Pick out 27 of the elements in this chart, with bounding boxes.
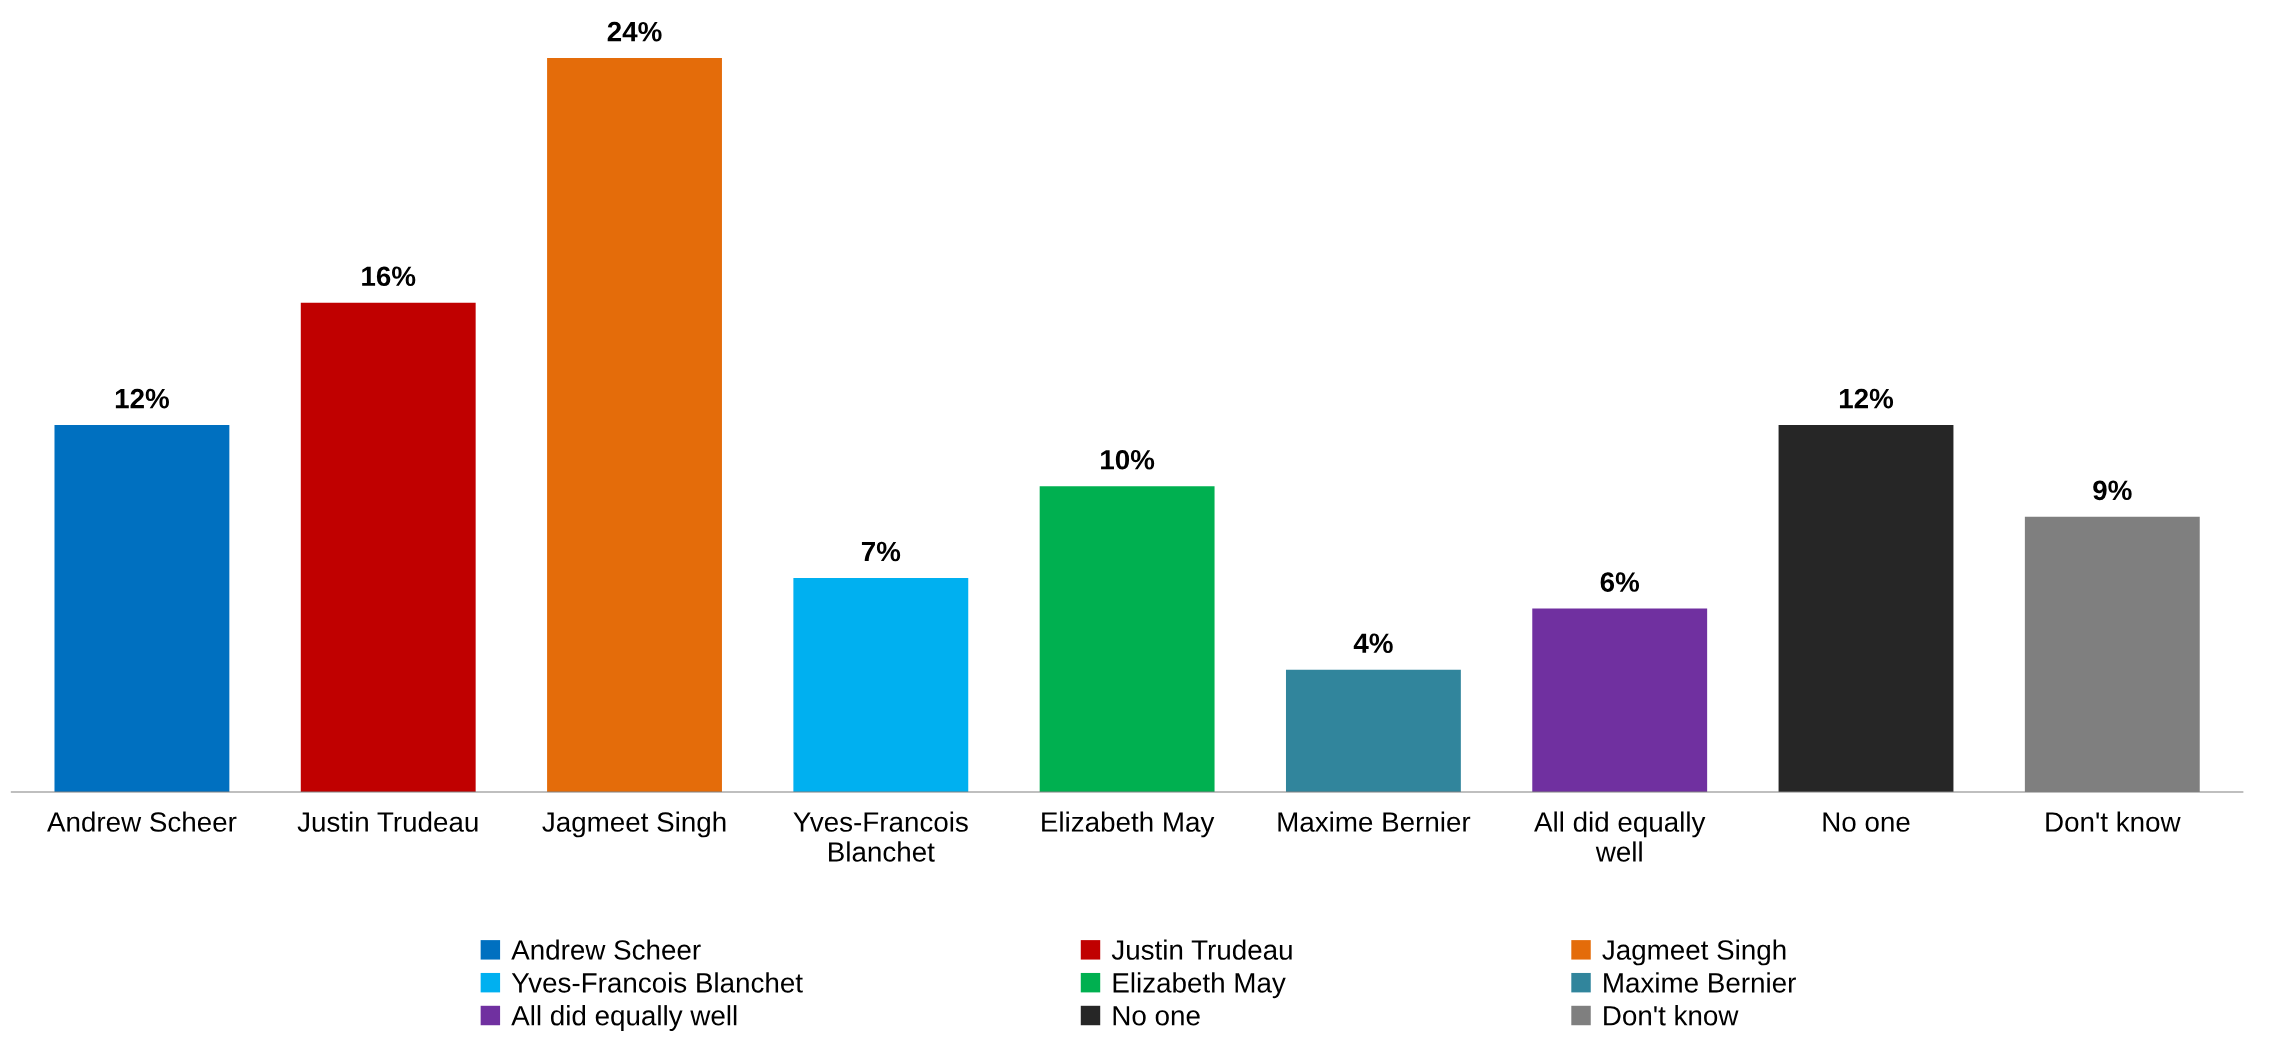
data-label: 24%: [607, 21, 662, 42]
x-tick-label: Jagmeet Singh: [542, 811, 726, 838]
x-tick-label: No one: [1823, 812, 1910, 832]
legend-label: Elizabeth May: [1113, 972, 1286, 999]
legend-label: Don't know: [1604, 1005, 1739, 1026]
legend-label: Jagmeet Singh: [1602, 939, 1786, 966]
legend-label: Yves-Francois Blanchet: [511, 972, 803, 993]
data-label: 6%: [1600, 572, 1640, 592]
x-tick-label: Yves-Francois Blanchet: [793, 811, 968, 862]
data-label: 12%: [1839, 388, 1894, 409]
legend-label: Justin Trudeau: [1111, 939, 1292, 960]
data-label: 4%: [1353, 633, 1393, 654]
legend-label: No one: [1113, 1006, 1200, 1026]
data-label: 16%: [362, 266, 416, 287]
legend-label: Maxime Bernier: [1604, 972, 1796, 993]
x-tick-label: Elizabeth May: [1042, 811, 1215, 838]
x-tick-label: Don't know: [2046, 811, 2181, 832]
data-label: 10%: [1101, 449, 1155, 470]
x-tick-label: All did equally well: [1534, 811, 1706, 862]
data-label: 12%: [115, 388, 169, 409]
data-label: 7%: [861, 541, 901, 562]
x-tick-label: Andrew Scheer: [47, 811, 237, 832]
legend-label: All did equally well: [511, 1005, 737, 1031]
x-tick-label: Justin Trudeau: [297, 811, 478, 832]
x-tick-label: Maxime Bernier: [1278, 811, 1471, 832]
legend-label: Andrew Scheer: [511, 939, 701, 960]
data-label: 9%: [2093, 480, 2132, 501]
